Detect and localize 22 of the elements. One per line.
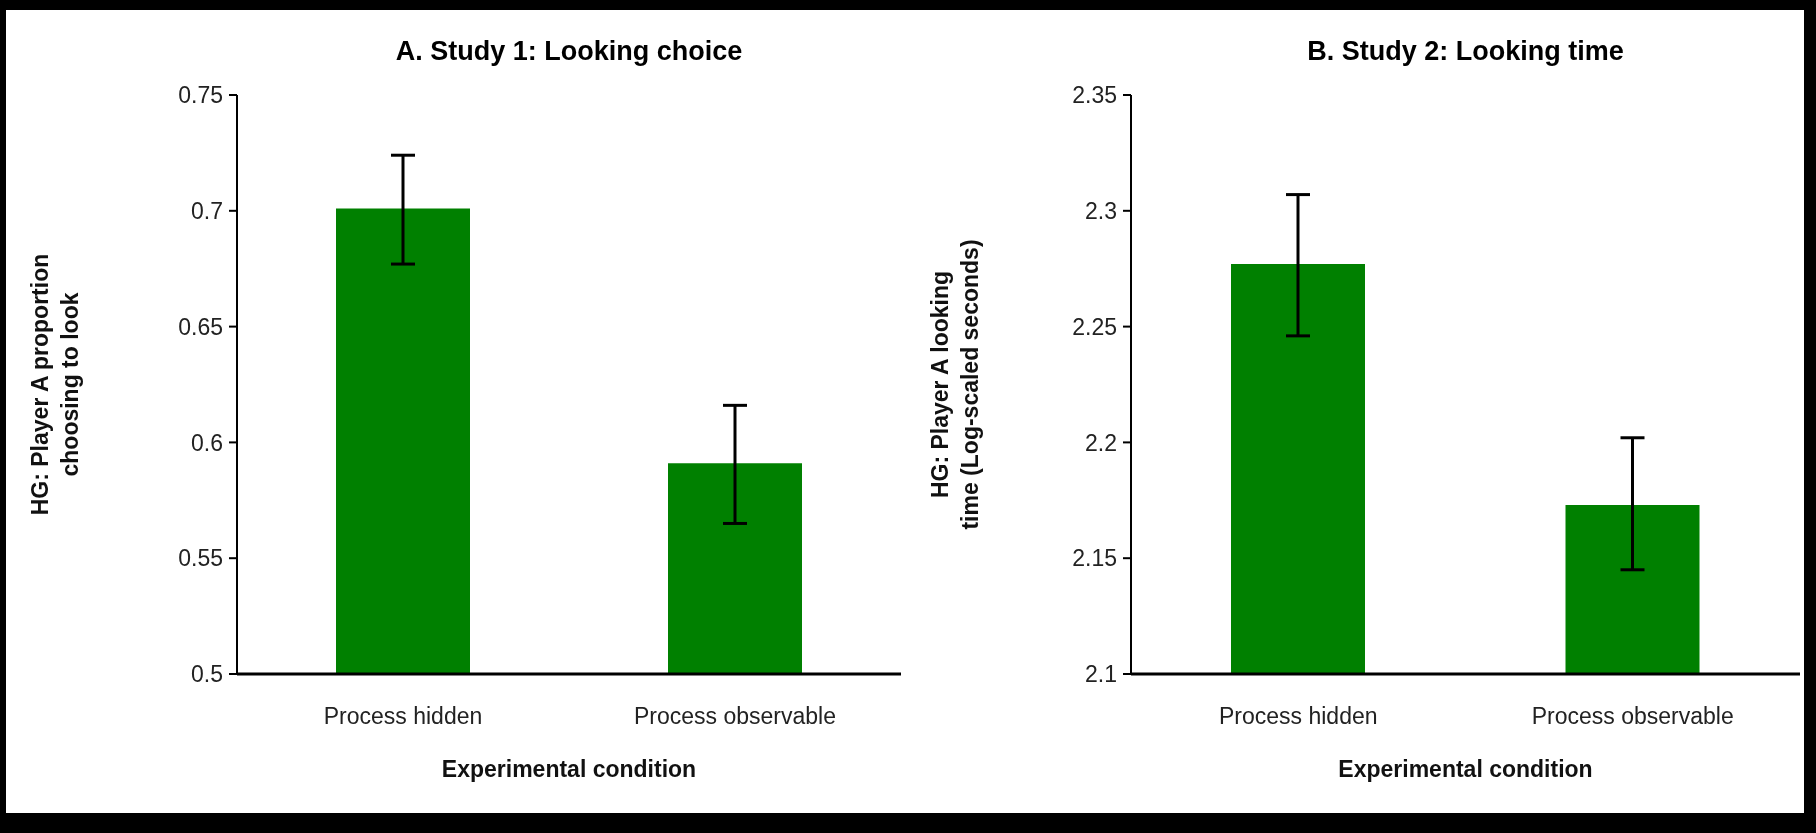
y-tick-label: 0.6 [191, 429, 223, 456]
y-tick-label: 2.3 [1085, 197, 1117, 224]
y-tick-label: 2.35 [1072, 82, 1117, 109]
chart-title: A. Study 1: Looking choice [394, 36, 744, 67]
y-tick-label: 0.55 [178, 545, 223, 572]
y-axis-title: HG: Player A looking time (Log-scaled seconds) [927, 239, 983, 530]
y-tick-label: 2.1 [1085, 661, 1117, 688]
y-tick-label: 2.2 [1085, 429, 1117, 456]
chart-title: B. Study 2: Looking time [1306, 36, 1625, 67]
y-tick-label: 0.65 [178, 313, 223, 340]
y-axis-title: HG: Player A proportion choosing to look [27, 253, 83, 516]
y-tick-label: 2.15 [1072, 545, 1117, 572]
y-tick-label: 0.75 [178, 82, 223, 109]
y-tick-label: 0.7 [191, 197, 223, 224]
x-tick-label: Process observable [634, 703, 836, 730]
y-tick-label: 2.25 [1072, 313, 1117, 340]
y-tick-label: 0.5 [191, 661, 223, 688]
x-axis-title: Experimental condition [441, 756, 697, 782]
x-tick-label: Process observable [1531, 703, 1734, 730]
x-axis-title: Experimental condition [1338, 756, 1593, 782]
x-tick-label: Process hidden [1218, 703, 1378, 730]
x-tick-label: Process hidden [323, 703, 483, 730]
